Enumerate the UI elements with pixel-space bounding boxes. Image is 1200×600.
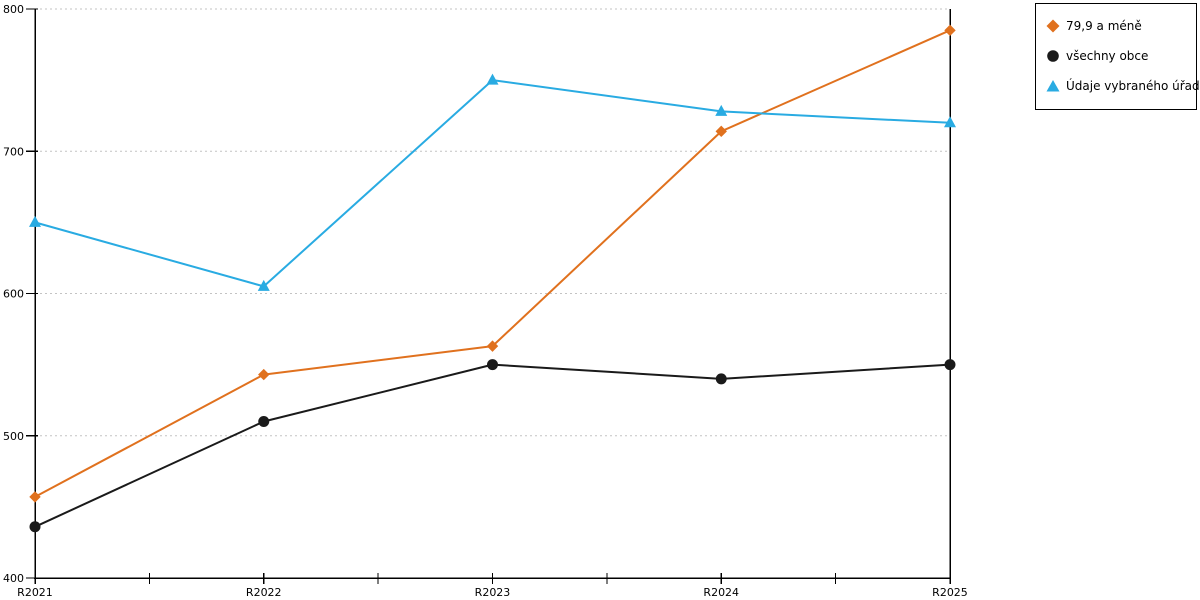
legend-label: Údaje vybraného úřadu <box>1066 79 1200 93</box>
y-tick-label: 800 <box>3 3 24 16</box>
y-tick-label: 400 <box>3 572 24 585</box>
y-tick-label: 700 <box>3 145 24 158</box>
triangle-marker <box>257 279 270 291</box>
circle-marker <box>715 373 727 385</box>
legend-item: Údaje vybraného úřadu <box>1046 71 1200 101</box>
x-tick-label: R2021 <box>17 586 53 599</box>
diamond-marker <box>486 340 499 352</box>
diamond-marker <box>944 24 956 37</box>
diamond-marker <box>258 368 270 381</box>
triangle-icon <box>1046 79 1060 93</box>
triangle-marker <box>29 215 41 227</box>
plot-area: 400 500 600 700 800 R2021 R2022 R2023 R2024 R2025 <box>3 3 968 599</box>
x-tick-label: R2024 <box>703 586 739 599</box>
triangle-marker <box>715 104 728 116</box>
x-tick-label: R2023 <box>475 586 511 599</box>
circle-marker <box>258 416 270 428</box>
circle-marker <box>944 359 956 371</box>
legend-label: všechny obce <box>1066 49 1149 63</box>
series-line <box>34 29 951 498</box>
circle-icon <box>1046 49 1060 63</box>
circle-marker <box>29 521 41 533</box>
legend: 79,9 a méně všechny obce Údaje vybraného… <box>1035 3 1200 110</box>
triangle-marker <box>944 116 956 128</box>
series-line <box>34 79 951 288</box>
x-tick-label: R2025 <box>932 586 968 599</box>
triangle-marker <box>486 73 499 85</box>
y-tick-label: 500 <box>3 430 24 443</box>
diamond-icon <box>1046 19 1060 33</box>
legend-label: 79,9 a méně <box>1066 19 1142 33</box>
legend-item: všechny obce <box>1046 41 1188 71</box>
diamond-marker <box>715 125 727 138</box>
diamond-marker <box>29 491 41 503</box>
legend-item: 79,9 a méně <box>1046 11 1188 41</box>
x-tick-label: R2022 <box>246 586 282 599</box>
y-tick-label: 600 <box>3 288 24 301</box>
circle-marker <box>487 359 498 371</box>
series-line <box>34 363 951 528</box>
